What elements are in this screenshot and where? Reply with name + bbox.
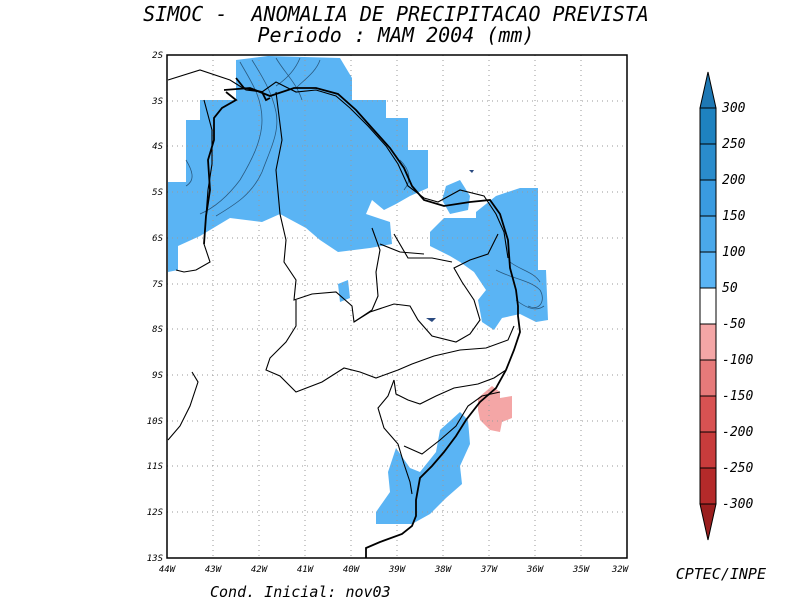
latitude-labels: 2S 3S 4S 5S 6S 7S 8S 9S 10S 11S 12S 13S <box>147 51 164 564</box>
map-subtitle: Periodo : MAM 2004 (mm) <box>258 23 535 47</box>
credit-label: CPTEC/INPE <box>676 565 766 583</box>
lon-label: 44W <box>159 565 177 575</box>
colorbar-band <box>699 143 717 181</box>
colorbar-band <box>699 287 717 325</box>
lake-marker <box>426 318 436 322</box>
colorbar-label: 50 <box>722 281 738 296</box>
map-frame <box>166 54 628 559</box>
lon-label: 36W <box>526 565 545 575</box>
colorbar-label: -150 <box>722 389 753 404</box>
lat-label: 8S <box>152 325 163 335</box>
lon-label: 38W <box>434 565 453 575</box>
colorbar: 300 250 200 150 100 50 -50 -100 -150 -20… <box>699 71 753 541</box>
map-title: SIMOC - ANOMALIA DE PRECIPITACAO PREVIST… <box>143 2 649 26</box>
colorbar-label: -250 <box>722 461 753 476</box>
lat-label: 13S <box>147 554 164 564</box>
lat-label: 12S <box>147 508 164 518</box>
lat-label: 3S <box>151 97 163 107</box>
lon-label: 32W <box>611 565 630 575</box>
lat-label: 5S <box>152 188 163 198</box>
positive-anomaly-areas <box>168 56 548 524</box>
colorbar-band <box>699 215 717 253</box>
lon-label: 39W <box>388 565 407 575</box>
map-panel <box>166 54 628 559</box>
colorbar-band <box>699 179 717 217</box>
colorbar-label: 100 <box>722 245 746 260</box>
lat-label: 6S <box>152 234 163 244</box>
colorbar-label: -50 <box>722 317 746 332</box>
lat-label: 7S <box>152 280 163 290</box>
colorbar-label: 200 <box>722 173 746 188</box>
lat-label: 10S <box>147 417 164 427</box>
colorbar-label: 300 <box>721 101 746 116</box>
positive-anomaly-south <box>376 412 470 524</box>
lon-label: 37W <box>480 565 499 575</box>
map-gridlines <box>167 55 627 558</box>
lat-label: 9S <box>152 371 163 381</box>
colorbar-band <box>699 431 717 469</box>
colorbar-label: -300 <box>722 497 753 512</box>
lat-label: 2S <box>152 51 163 61</box>
lon-label: 40W <box>343 565 361 575</box>
initial-condition-label: Cond. Inicial: nov03 <box>210 583 391 601</box>
lat-label: 11S <box>147 462 164 472</box>
colorbar-top-arrow <box>699 71 717 109</box>
colorbar-band <box>699 251 717 289</box>
colorbar-band <box>699 395 717 433</box>
colorbar-band <box>699 467 717 505</box>
coastline <box>203 77 521 558</box>
longitude-labels: 44W 43W 42W 41W 40W 39W 38W 37W 36W 35W … <box>159 565 630 575</box>
colorbar-band <box>699 323 717 361</box>
colorbar-label: -100 <box>722 353 753 368</box>
colorbar-label: -200 <box>722 425 753 440</box>
lon-label: 42W <box>251 565 269 575</box>
lon-label: 41W <box>297 565 315 575</box>
island-marker <box>469 170 474 173</box>
positive-anomaly-east <box>430 188 548 330</box>
colorbar-label: 250 <box>722 137 746 152</box>
lat-label: 4S <box>152 142 163 152</box>
colorbar-band <box>699 107 717 145</box>
colorbar-label: 150 <box>722 209 746 224</box>
positive-anomaly-north <box>168 56 428 272</box>
lon-label: 35W <box>572 565 591 575</box>
colorbar-bottom-arrow <box>699 503 717 541</box>
lon-label: 43W <box>205 565 223 575</box>
colorbar-band <box>699 359 717 397</box>
